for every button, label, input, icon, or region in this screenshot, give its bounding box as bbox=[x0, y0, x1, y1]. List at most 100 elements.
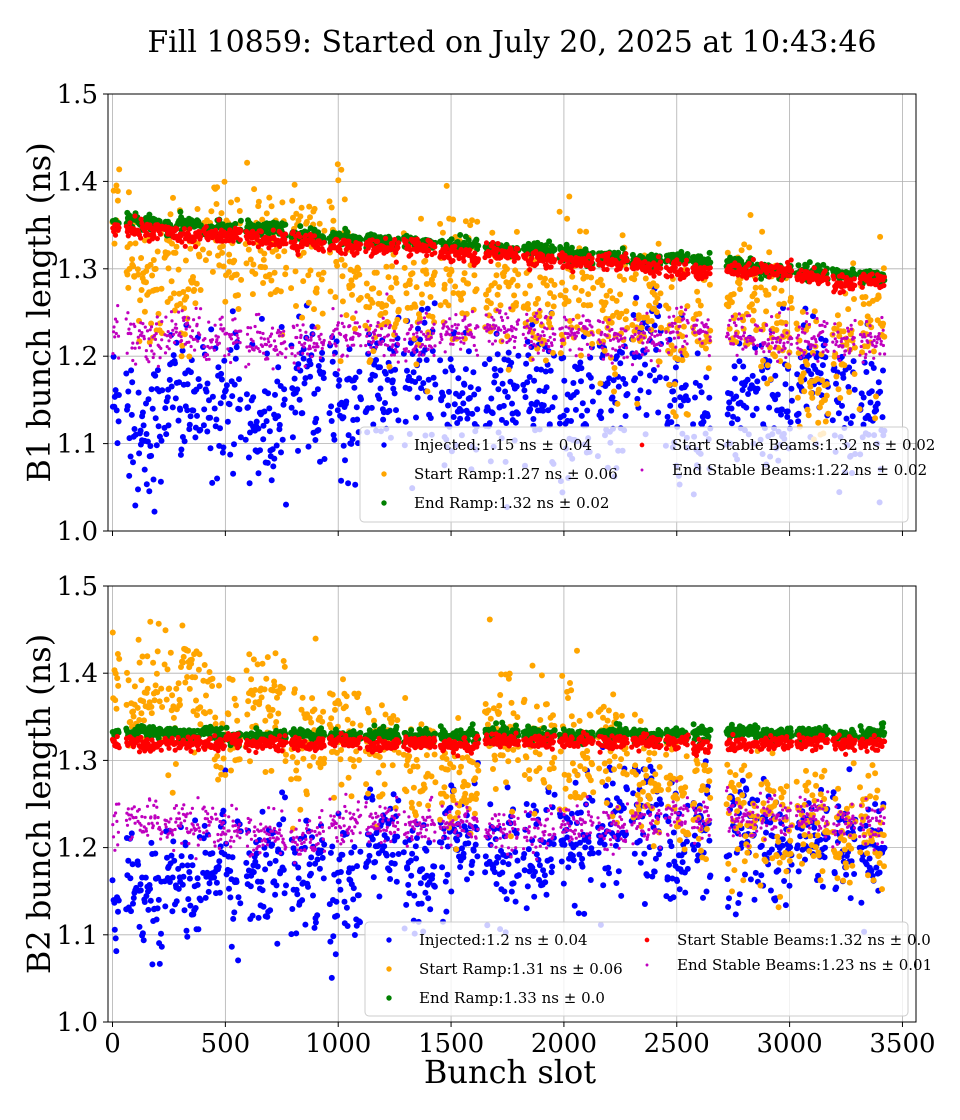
data-point bbox=[449, 367, 456, 374]
data-point bbox=[406, 277, 413, 284]
data-point bbox=[637, 330, 641, 335]
data-point bbox=[778, 411, 784, 418]
data-point bbox=[631, 276, 638, 283]
data-point bbox=[292, 238, 298, 244]
data-point bbox=[656, 358, 663, 365]
data-point bbox=[784, 355, 788, 360]
data-point bbox=[392, 329, 396, 333]
data-point bbox=[595, 328, 602, 335]
data-point bbox=[418, 306, 425, 313]
data-point bbox=[746, 244, 753, 251]
data-point bbox=[406, 385, 413, 392]
data-point bbox=[190, 407, 197, 414]
data-point bbox=[501, 339, 505, 343]
data-point bbox=[642, 275, 649, 282]
data-point bbox=[726, 333, 730, 337]
data-point bbox=[584, 407, 591, 414]
y-tick-label: 1.1 bbox=[57, 430, 98, 460]
data-point bbox=[138, 235, 144, 241]
legend-marker bbox=[381, 471, 387, 477]
data-point bbox=[245, 246, 252, 253]
data-point bbox=[269, 332, 274, 336]
data-point bbox=[316, 345, 320, 349]
data-point bbox=[770, 315, 774, 319]
data-point bbox=[460, 332, 464, 336]
data-point bbox=[598, 340, 603, 344]
data-point bbox=[524, 251, 531, 257]
data-point bbox=[632, 375, 639, 382]
data-point bbox=[700, 341, 704, 345]
data-point bbox=[315, 363, 322, 369]
data-point bbox=[800, 327, 805, 331]
data-point bbox=[231, 257, 238, 264]
data-point bbox=[386, 407, 393, 414]
data-point bbox=[824, 343, 828, 347]
data-point bbox=[172, 360, 178, 367]
data-point bbox=[311, 233, 318, 239]
data-point bbox=[268, 277, 275, 284]
data-point bbox=[235, 333, 239, 337]
data-point bbox=[231, 381, 238, 388]
data-point bbox=[392, 236, 398, 243]
data-point bbox=[766, 274, 772, 280]
data-point bbox=[551, 294, 557, 301]
data-point bbox=[429, 313, 436, 320]
data-point bbox=[261, 331, 265, 336]
data-point bbox=[508, 359, 515, 366]
data-point bbox=[391, 338, 395, 342]
data-point bbox=[826, 349, 830, 354]
data-point bbox=[514, 327, 518, 331]
data-point bbox=[110, 353, 117, 360]
data-point bbox=[389, 377, 396, 384]
data-point bbox=[843, 415, 850, 422]
data-point bbox=[572, 406, 579, 413]
data-point bbox=[634, 400, 641, 407]
data-point bbox=[570, 327, 575, 331]
data-point bbox=[288, 404, 295, 411]
data-point bbox=[608, 338, 613, 342]
data-point bbox=[458, 296, 465, 303]
data-point bbox=[822, 320, 826, 324]
data-point bbox=[299, 333, 303, 337]
data-point bbox=[282, 329, 286, 333]
data-point bbox=[174, 226, 180, 232]
data-point bbox=[296, 366, 301, 370]
data-point bbox=[795, 350, 802, 356]
data-point bbox=[194, 412, 200, 419]
data-point bbox=[574, 313, 581, 320]
data-point bbox=[113, 182, 120, 189]
data-point bbox=[215, 338, 219, 342]
data-point bbox=[148, 328, 152, 332]
data-point bbox=[493, 272, 500, 279]
data-point bbox=[814, 340, 818, 344]
data-point bbox=[282, 271, 289, 278]
data-point bbox=[875, 341, 879, 345]
data-point bbox=[249, 291, 256, 298]
data-point bbox=[416, 315, 423, 322]
data-point bbox=[643, 349, 648, 353]
data-point bbox=[404, 359, 408, 363]
data-point bbox=[228, 199, 234, 206]
data-point bbox=[872, 356, 876, 360]
data-point bbox=[446, 388, 452, 395]
data-point bbox=[615, 249, 622, 256]
data-point bbox=[881, 343, 886, 348]
data-point bbox=[318, 337, 322, 341]
data-point bbox=[393, 407, 399, 414]
data-point bbox=[276, 426, 283, 433]
data-point bbox=[789, 342, 794, 346]
data-point bbox=[857, 320, 864, 326]
data-point bbox=[424, 311, 428, 315]
data-point bbox=[213, 201, 220, 207]
data-point bbox=[489, 410, 496, 417]
data-point bbox=[114, 331, 118, 336]
data-point bbox=[212, 348, 217, 352]
data-point bbox=[125, 351, 129, 355]
data-point bbox=[536, 387, 543, 394]
data-point bbox=[275, 348, 279, 352]
data-point bbox=[815, 316, 819, 321]
data-point bbox=[298, 328, 302, 332]
data-point bbox=[808, 345, 813, 350]
data-point bbox=[491, 366, 498, 372]
